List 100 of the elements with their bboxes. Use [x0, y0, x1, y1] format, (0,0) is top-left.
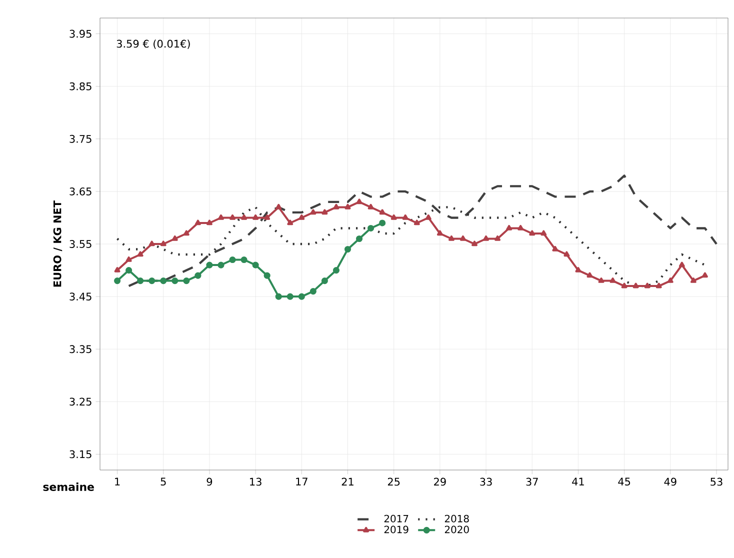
x-tick-label: 9 [206, 478, 212, 486]
point [310, 288, 316, 295]
point [494, 235, 501, 241]
point [206, 262, 213, 268]
x-tick-label: 33 [480, 478, 492, 486]
point [540, 230, 547, 236]
point [264, 272, 270, 279]
legend-label: 2018 [444, 514, 469, 522]
y-tick-label: 3.25 [70, 398, 92, 406]
point [390, 214, 397, 220]
point [483, 235, 490, 241]
x-tick-label: 25 [388, 478, 400, 486]
point [126, 266, 132, 274]
x-tick-label: 1 [115, 478, 120, 486]
point [702, 272, 708, 278]
point [206, 220, 212, 226]
x-tick-label: 21 [342, 478, 354, 486]
point [183, 278, 190, 284]
point [310, 209, 316, 215]
point [598, 278, 604, 283]
point [460, 235, 466, 241]
point [276, 204, 282, 210]
point [137, 278, 144, 284]
point [183, 230, 190, 236]
point [287, 220, 294, 226]
point [218, 214, 224, 220]
y-tick-label: 3.35 [70, 345, 92, 354]
point [610, 278, 616, 283]
x-tick-label: 29 [434, 478, 446, 486]
point [332, 266, 340, 274]
legend-label: 2019 [384, 526, 408, 534]
point [218, 262, 224, 268]
point [252, 214, 259, 220]
x-tick-label: 49 [664, 478, 676, 486]
point [632, 282, 639, 288]
point [286, 293, 294, 300]
point [506, 224, 512, 230]
point [678, 262, 685, 268]
point [172, 278, 178, 284]
annotation: 3.59 € (0.01€) [116, 40, 190, 49]
legend-label: 2020 [444, 526, 469, 534]
y-axis-title: EURO / KG NET [53, 200, 62, 287]
point [264, 214, 270, 220]
point [368, 204, 374, 210]
x-tick-label: 53 [710, 478, 722, 486]
point [275, 293, 282, 300]
y-tick-label: 3.65 [70, 187, 92, 196]
point [621, 282, 628, 288]
point [298, 214, 305, 220]
x-tick-label: 13 [250, 478, 262, 486]
point [194, 272, 202, 279]
point [229, 256, 236, 264]
point [356, 198, 362, 204]
point [379, 209, 386, 215]
point [656, 282, 662, 288]
point [322, 209, 328, 215]
point [126, 256, 132, 262]
point [160, 240, 166, 246]
point [194, 220, 201, 226]
x-tick-label: 37 [526, 478, 538, 486]
point [356, 235, 363, 242]
point [529, 230, 536, 236]
point [172, 235, 178, 241]
point [425, 214, 432, 220]
point [448, 235, 454, 241]
point [148, 240, 155, 246]
point [368, 224, 374, 232]
point [298, 293, 305, 300]
x-tick-label: 45 [618, 478, 630, 486]
point [564, 251, 570, 257]
point [575, 266, 582, 272]
point [148, 278, 156, 284]
point [333, 204, 340, 210]
point [414, 220, 420, 226]
point [472, 240, 478, 246]
y-tick-label: 3.15 [70, 450, 92, 458]
point [552, 246, 558, 252]
point [160, 278, 167, 284]
y-tick-label: 3.55 [70, 240, 92, 248]
point [518, 224, 524, 230]
point [137, 251, 144, 257]
y-tick-label: 3.45 [70, 292, 92, 301]
y-tick-label: 3.95 [70, 30, 92, 38]
point [586, 272, 593, 278]
point [321, 278, 328, 284]
point [644, 282, 650, 288]
point [114, 278, 121, 284]
point [230, 214, 236, 220]
point [379, 220, 386, 226]
y-tick-label: 3.85 [70, 82, 92, 90]
point [240, 256, 248, 264]
point [344, 246, 352, 253]
point [241, 214, 248, 220]
point [436, 230, 443, 236]
x-tick-label: 17 [296, 478, 308, 486]
x-tick-label: 5 [160, 478, 166, 486]
x-tick-label: 41 [572, 478, 584, 486]
y-tick-label: 3.75 [70, 134, 92, 143]
point [690, 278, 696, 283]
legend-label: 2017 [384, 514, 408, 522]
